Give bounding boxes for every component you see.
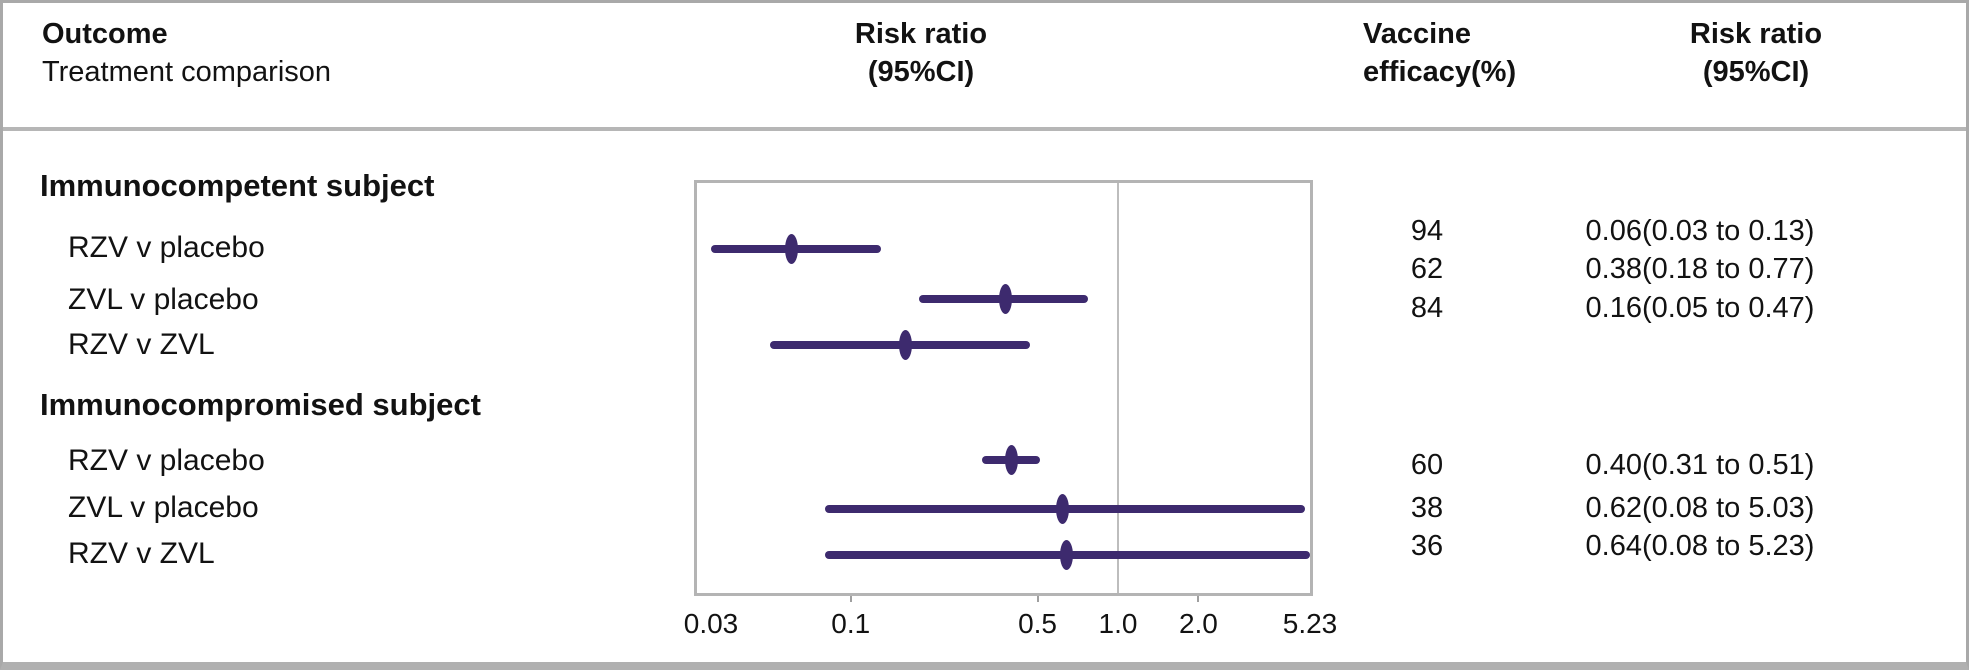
- header-outcome: Outcome: [42, 18, 168, 50]
- treatment-comparison-label: ZVL v placebo: [68, 491, 259, 524]
- header-risk-ratio-line2: (95%CI): [867, 56, 975, 88]
- x-axis-tick-mark: [1197, 596, 1200, 602]
- risk-ratio-ci-value: 0.64(0.08 to 5.23): [1585, 530, 1815, 562]
- x-axis-tick-label: 0.03: [683, 608, 739, 639]
- treatment-comparison-label: RZV v placebo: [68, 444, 265, 477]
- group-label: Immunocompetent subject: [40, 168, 435, 203]
- x-axis-tick-label: 0.5: [1018, 608, 1057, 639]
- x-axis-tick-label: 1.0: [1098, 608, 1138, 639]
- header-treatment-comparison: Treatment comparison: [42, 56, 332, 88]
- risk-ratio-ci-value: 0.38(0.18 to 0.77): [1585, 253, 1815, 285]
- header-risk-ratio-line2: (95%CI): [1702, 56, 1810, 88]
- column-header-risk-ratio-text: Risk ratio (95%CI): [1690, 15, 1822, 91]
- x-axis-tick-label: 2.0: [1178, 608, 1218, 639]
- point-estimate-marker: [1059, 540, 1073, 570]
- point-estimate-marker: [784, 234, 798, 264]
- risk-ratio-ci-value: 0.40(0.31 to 0.51): [1585, 449, 1815, 481]
- x-axis-tick-mark: [849, 596, 852, 602]
- forest-plot-area: [694, 180, 1313, 596]
- point-estimate-marker: [898, 330, 912, 360]
- column-header-vaccine-efficacy: Vaccine efficacy(%): [1363, 15, 1516, 91]
- header-risk-ratio-line1: Risk ratio: [1689, 18, 1823, 50]
- vaccine-efficacy-value: 62: [1410, 253, 1444, 285]
- point-estimate-marker: [1005, 445, 1019, 475]
- x-axis-tick-label: 0.1: [831, 608, 871, 639]
- treatment-comparison-label: RZV v ZVL: [68, 537, 215, 570]
- point-estimate-marker: [999, 284, 1013, 314]
- treatment-comparison-label: RZV v ZVL: [68, 328, 215, 361]
- header-vaccine-line2: efficacy(%): [1363, 56, 1517, 88]
- x-axis-tick-mark: [1036, 596, 1039, 602]
- risk-ratio-ci-value: 0.16(0.05 to 0.47): [1585, 292, 1815, 324]
- risk-ratio-ci-value: 0.62(0.08 to 5.03): [1585, 492, 1815, 524]
- header-separator: [3, 127, 1966, 131]
- vaccine-efficacy-value: 94: [1410, 215, 1444, 247]
- point-estimate-marker: [1056, 494, 1069, 524]
- treatment-comparison-label: ZVL v placebo: [68, 283, 259, 316]
- header-risk-ratio-line1: Risk ratio: [854, 18, 988, 50]
- vaccine-efficacy-value: 36: [1410, 530, 1444, 562]
- column-header-outcome: Outcome Treatment comparison: [42, 15, 331, 91]
- group-label: Immunocompromised subject: [40, 387, 481, 422]
- vaccine-efficacy-value: 38: [1410, 492, 1444, 524]
- column-header-risk-ratio-plot: Risk ratio (95%CI): [855, 15, 987, 91]
- treatment-comparison-label: RZV v placebo: [68, 231, 265, 264]
- x-axis-tick-label: 5.23: [1282, 608, 1338, 639]
- risk-ratio-ci-value: 0.06(0.03 to 0.13): [1585, 215, 1815, 247]
- header-vaccine-line1: Vaccine: [1363, 18, 1472, 50]
- vaccine-efficacy-value: 84: [1410, 292, 1444, 324]
- reference-line: [1116, 183, 1119, 593]
- vaccine-efficacy-value: 60: [1410, 449, 1444, 481]
